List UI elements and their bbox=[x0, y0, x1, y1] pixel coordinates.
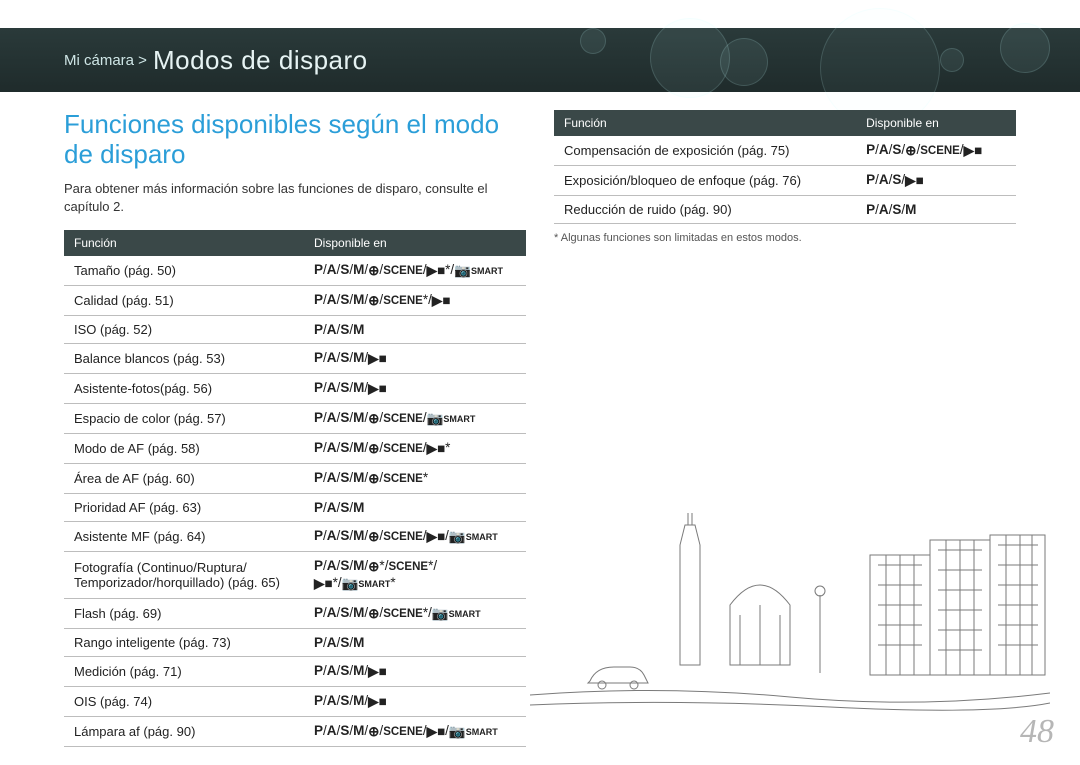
modes-cell: P/A/S/M/⊕/SCENE* bbox=[304, 464, 526, 494]
func-cell: Asistente-fotos(pág. 56) bbox=[64, 374, 304, 404]
table-row: Medición (pág. 71)P/A/S/M/▶■ bbox=[64, 657, 526, 687]
bokeh-dot bbox=[580, 28, 606, 54]
section-heading: Funciones disponibles según el modo de d… bbox=[64, 110, 526, 170]
modes-cell: P/A/S/M bbox=[856, 196, 1016, 224]
functions-table-left: Función Disponible en Tamaño (pág. 50)P/… bbox=[64, 230, 526, 747]
func-cell: Rango inteligente (pág. 73) bbox=[64, 629, 304, 657]
func-cell: Lámpara af (pág. 90) bbox=[64, 717, 304, 747]
modes-cell: P/A/S/M/⊕/SCENE/▶■/📷SMART bbox=[304, 522, 526, 552]
table-row: Asistente-fotos(pág. 56)P/A/S/M/▶■ bbox=[64, 374, 526, 404]
func-cell: Reducción de ruido (pág. 90) bbox=[554, 196, 856, 224]
table-row: Compensación de exposición (pág. 75)P/A/… bbox=[554, 136, 1016, 166]
bokeh-dot bbox=[1000, 23, 1050, 73]
th-avail: Disponible en bbox=[856, 110, 1016, 136]
modes-cell: P/A/S/M/⊕*/SCENE*/▶■*/📷SMART* bbox=[304, 552, 526, 599]
func-cell: Compensación de exposición (pág. 75) bbox=[554, 136, 856, 166]
modes-cell: P/A/S/M/⊕/SCENE/📷SMART bbox=[304, 404, 526, 434]
table-row: Asistente MF (pág. 64)P/A/S/M/⊕/SCENE/▶■… bbox=[64, 522, 526, 552]
bokeh-dot bbox=[720, 38, 768, 86]
func-cell: Espacio de color (pág. 57) bbox=[64, 404, 304, 434]
bokeh-dot bbox=[650, 18, 730, 98]
footnote: * Algunas funciones son limitadas en est… bbox=[554, 232, 1016, 244]
func-cell: Área de AF (pág. 60) bbox=[64, 464, 304, 494]
modes-cell: P/A/S/M/▶■ bbox=[304, 657, 526, 687]
func-cell: Medición (pág. 71) bbox=[64, 657, 304, 687]
modes-cell: P/A/S/M/▶■ bbox=[304, 374, 526, 404]
table-row: Tamaño (pág. 50)P/A/S/M/⊕/SCENE/▶■*/📷SMA… bbox=[64, 256, 526, 286]
modes-cell: P/A/S/M/⊕/SCENE/▶■* bbox=[304, 434, 526, 464]
modes-cell: P/A/S/M/⊕/SCENE/▶■*/📷SMART bbox=[304, 256, 526, 286]
table-row: Prioridad AF (pág. 63)P/A/S/M bbox=[64, 494, 526, 522]
func-cell: Fotografía (Continuo/Ruptura/Temporizado… bbox=[64, 552, 304, 599]
table-row: Lámpara af (pág. 90)P/A/S/M/⊕/SCENE/▶■/📷… bbox=[64, 717, 526, 747]
table-row: ISO (pág. 52)P/A/S/M bbox=[64, 316, 526, 344]
left-column: Funciones disponibles según el modo de d… bbox=[64, 110, 526, 747]
modes-cell: P/A/S/▶■ bbox=[856, 166, 1016, 196]
table-row: Balance blancos (pág. 53)P/A/S/M/▶■ bbox=[64, 344, 526, 374]
table-row: Flash (pág. 69)P/A/S/M/⊕/SCENE*/📷SMART bbox=[64, 599, 526, 629]
table-row: Área de AF (pág. 60)P/A/S/M/⊕/SCENE* bbox=[64, 464, 526, 494]
modes-cell: P/A/S/M/⊕/SCENE/▶■/📷SMART bbox=[304, 717, 526, 747]
table-row: Reducción de ruido (pág. 90)P/A/S/M bbox=[554, 196, 1016, 224]
func-cell: Prioridad AF (pág. 63) bbox=[64, 494, 304, 522]
table-row: Modo de AF (pág. 58)P/A/S/M/⊕/SCENE/▶■* bbox=[64, 434, 526, 464]
modes-cell: P/A/S/⊕/SCENE/▶■ bbox=[856, 136, 1016, 166]
page-header: Mi cámara > Modos de disparo bbox=[0, 28, 1080, 92]
modes-cell: P/A/S/M/▶■ bbox=[304, 344, 526, 374]
modes-cell: P/A/S/M/▶■ bbox=[304, 687, 526, 717]
func-cell: Tamaño (pág. 50) bbox=[64, 256, 304, 286]
table-row: Calidad (pág. 51)P/A/S/M/⊕/SCENE*/▶■ bbox=[64, 286, 526, 316]
table-row: Exposición/bloqueo de enfoque (pág. 76)P… bbox=[554, 166, 1016, 196]
func-cell: Flash (pág. 69) bbox=[64, 599, 304, 629]
func-cell: Balance blancos (pág. 53) bbox=[64, 344, 304, 374]
table-row: Fotografía (Continuo/Ruptura/Temporizado… bbox=[64, 552, 526, 599]
page-title: Modos de disparo bbox=[153, 45, 368, 76]
func-cell: Modo de AF (pág. 58) bbox=[64, 434, 304, 464]
func-cell: Exposición/bloqueo de enfoque (pág. 76) bbox=[554, 166, 856, 196]
modes-cell: P/A/S/M bbox=[304, 494, 526, 522]
intro-text: Para obtener más información sobre las f… bbox=[64, 180, 526, 216]
modes-cell: P/A/S/M/⊕/SCENE*/▶■ bbox=[304, 286, 526, 316]
page-number: 48 bbox=[1020, 713, 1054, 751]
th-func: Función bbox=[554, 110, 856, 136]
func-cell: Asistente MF (pág. 64) bbox=[64, 522, 304, 552]
bokeh-dot bbox=[940, 48, 964, 72]
modes-cell: P/A/S/M/⊕/SCENE*/📷SMART bbox=[304, 599, 526, 629]
modes-cell: P/A/S/M bbox=[304, 316, 526, 344]
table-row: Espacio de color (pág. 57)P/A/S/M/⊕/SCEN… bbox=[64, 404, 526, 434]
breadcrumb: Mi cámara > bbox=[64, 52, 147, 69]
functions-table-right: Función Disponible en Compensación de ex… bbox=[554, 110, 1016, 224]
table-row: Rango inteligente (pág. 73)P/A/S/M bbox=[64, 629, 526, 657]
th-func: Función bbox=[64, 230, 304, 256]
func-cell: Calidad (pág. 51) bbox=[64, 286, 304, 316]
decorative-illustration bbox=[530, 485, 1050, 715]
modes-cell: P/A/S/M bbox=[304, 629, 526, 657]
th-avail: Disponible en bbox=[304, 230, 526, 256]
func-cell: ISO (pág. 52) bbox=[64, 316, 304, 344]
table-row: OIS (pág. 74)P/A/S/M/▶■ bbox=[64, 687, 526, 717]
func-cell: OIS (pág. 74) bbox=[64, 687, 304, 717]
